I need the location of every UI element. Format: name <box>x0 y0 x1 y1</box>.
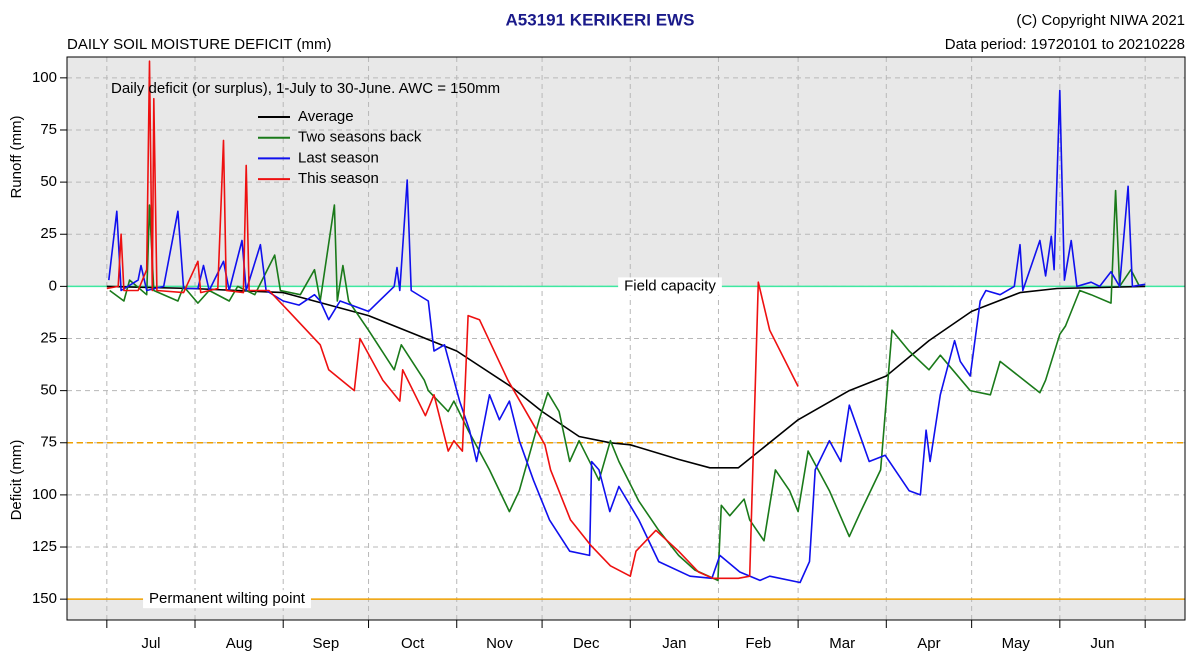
label-background <box>618 277 722 296</box>
surplus-band <box>67 57 1185 287</box>
y-axis-label-bottom: Deficit (mm) <box>8 440 25 521</box>
series-line <box>106 60 799 580</box>
x-tick-label: Jul <box>141 635 160 652</box>
x-tick-label: May <box>1002 635 1031 652</box>
reference-label: Field capacity <box>624 277 716 294</box>
annotation: Daily deficit (or surplus), 1-July to 30… <box>111 80 500 97</box>
y-tick-label: 100 <box>32 486 57 503</box>
plot-area <box>106 60 1146 584</box>
x-tick-label: Dec <box>573 635 600 652</box>
y-tick-label: 50 <box>40 173 57 190</box>
x-tick-label: Oct <box>401 635 425 652</box>
reference-label: Permanent wilting point <box>149 590 306 607</box>
y-tick-label: 75 <box>40 121 57 138</box>
chart-title: A53191 KERIKERI EWS <box>506 10 695 29</box>
data-period: Data period: 19720101 to 20210228 <box>945 36 1185 53</box>
x-tick-label: Jan <box>662 635 686 652</box>
legend-label: Last season <box>298 149 379 166</box>
x-tick-label: Jun <box>1090 635 1114 652</box>
below-wilting-band <box>67 599 1185 620</box>
y-tick-label: 125 <box>32 538 57 555</box>
x-tick-label: Mar <box>829 635 855 652</box>
x-tick-label: Sep <box>313 635 340 652</box>
label-background <box>143 590 311 609</box>
y-tick-label: 150 <box>32 590 57 607</box>
legend-label: Average <box>298 108 354 125</box>
x-tick-label: Aug <box>226 635 253 652</box>
series-line <box>106 285 1146 469</box>
x-tick-label: Feb <box>745 635 771 652</box>
legend-label: This season <box>298 170 379 187</box>
subtitle: DAILY SOIL MOISTURE DEFICIT (mm) <box>67 36 331 53</box>
y-axis-label-top: Runoff (mm) <box>8 115 25 198</box>
y-tick-label: 0 <box>49 277 57 294</box>
plot-frame <box>66 56 1186 621</box>
y-tick-label: 50 <box>40 382 57 399</box>
y-tick-label: 100 <box>32 69 57 86</box>
x-tick-label: Nov <box>486 635 513 652</box>
y-tick-label: 25 <box>40 329 57 346</box>
legend-label: Two seasons back <box>298 129 422 146</box>
x-tick-label: Apr <box>917 635 940 652</box>
copyright: (C) Copyright NIWA 2021 <box>1016 12 1185 29</box>
series-line <box>108 89 1146 584</box>
y-tick-label: 25 <box>40 225 57 242</box>
y-tick-label: 75 <box>40 434 57 451</box>
series-line <box>109 189 1141 582</box>
